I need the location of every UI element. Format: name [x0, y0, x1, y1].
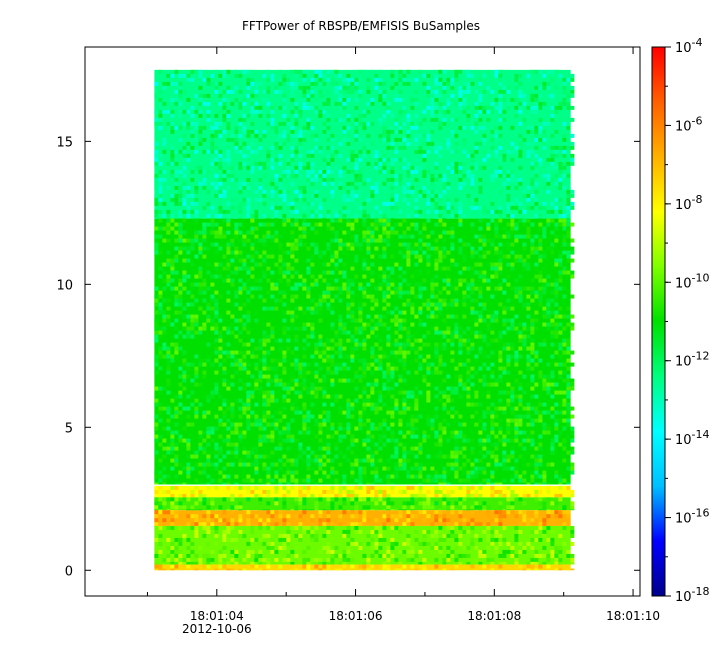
y-tick-label: 15 — [56, 135, 73, 150]
x-tick-label: 18:01:06 — [329, 609, 383, 623]
colorbar-tick-label: 10-18 — [675, 585, 710, 605]
chart-title: FFTPower of RBSPB/EMFISIS BuSamples — [242, 19, 480, 33]
colorbar-tick-label: 10-12 — [675, 350, 710, 370]
spectrogram-band-2 — [154, 485, 571, 498]
colorbar-tick-label: 10-14 — [675, 428, 710, 448]
colorbar-tick-label: 10-6 — [675, 114, 703, 134]
y-tick-label: 5 — [65, 421, 73, 436]
colorbar-gradient — [652, 47, 665, 596]
y-axis: 0 5 10 15 — [56, 135, 640, 579]
x-tick-label: 18:01:04 — [190, 609, 244, 623]
colorbar: 10-4 10-6 10-8 10-10 10-12 10-14 10-16 10-18 — [651, 36, 710, 605]
x-tick-label: 18:01:10 — [606, 609, 660, 623]
colorbar-ticks: 10-4 10-6 10-8 10-10 10-12 10-14 10-16 10-18 — [665, 36, 710, 605]
x-tick-label: 18:01:08 — [467, 609, 521, 623]
y-tick-label: 0 — [65, 564, 73, 579]
spectrogram-heatmap — [154, 69, 575, 571]
colorbar-tick-label: 10-8 — [675, 193, 703, 213]
colorbar-tick-label: 10-16 — [675, 507, 710, 527]
x-date-label: 2012-10-06 — [182, 622, 252, 636]
plot-frame — [84, 46, 641, 597]
y-tick-label: 10 — [56, 278, 73, 293]
spectrogram-texture — [154, 69, 575, 571]
colorbar-tick-label: 10-10 — [675, 271, 710, 291]
colorbar-tick-label: 10-4 — [675, 36, 703, 56]
